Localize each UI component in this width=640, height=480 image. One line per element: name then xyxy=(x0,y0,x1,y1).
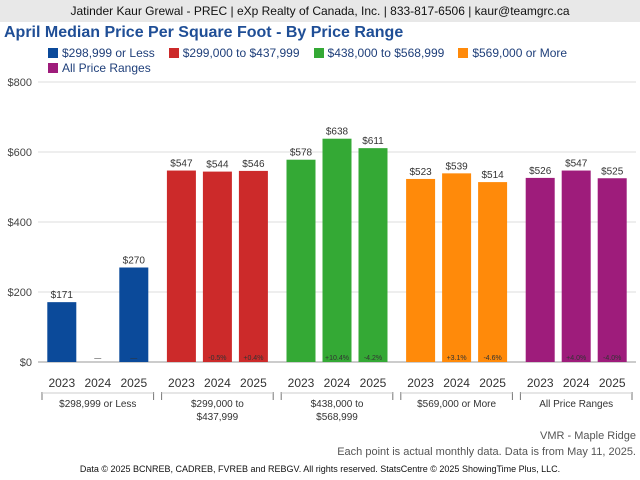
bar-value-label: $526 xyxy=(529,166,552,177)
bar-value-label: $523 xyxy=(409,167,432,178)
data-note: Each point is actual monthly data. Data … xyxy=(337,446,636,458)
bar-change-label: — xyxy=(130,355,137,362)
bar-change-label: +4.0% xyxy=(566,355,586,362)
bar-change-label: -4.0% xyxy=(603,355,621,362)
legend-label: All Price Ranges xyxy=(62,61,151,75)
x-category-label: $569,000 or More xyxy=(417,399,496,410)
x-category-label: $568,999 xyxy=(316,412,358,423)
legend-item[interactable]: $438,000 to $568,999 xyxy=(313,45,445,60)
bar xyxy=(525,177,555,362)
bar xyxy=(561,170,591,362)
bar xyxy=(238,170,268,362)
x-year-label: 2024 xyxy=(443,376,470,390)
x-year-label: 2024 xyxy=(84,376,111,390)
legend-swatch xyxy=(48,63,58,73)
x-year-label: 2023 xyxy=(168,376,195,390)
legend-swatch xyxy=(458,47,469,58)
x-year-label: 2024 xyxy=(563,376,590,390)
bar-change-label: -4.6% xyxy=(483,355,501,362)
y-tick-label: $600 xyxy=(8,147,32,159)
contact-text: Jatinder Kaur Grewal - PREC | eXp Realty… xyxy=(70,4,570,18)
x-year-label: 2023 xyxy=(407,376,434,390)
bar xyxy=(286,159,316,362)
x-category-label: All Price Ranges xyxy=(539,399,613,410)
legend-item[interactable]: All Price Ranges xyxy=(48,61,151,76)
x-year-label: 2025 xyxy=(360,376,387,390)
bar-value-label: $546 xyxy=(242,159,265,170)
legend-item[interactable]: $569,000 or More xyxy=(458,45,567,60)
x-category-label: $298,999 or Less xyxy=(59,399,136,410)
y-tick-label: $0 xyxy=(20,357,32,369)
bar-value-label: $578 xyxy=(290,148,313,159)
bar xyxy=(166,170,196,362)
x-category-label: $437,999 xyxy=(197,412,239,423)
bar xyxy=(202,171,232,362)
x-category-label: $438,000 to xyxy=(311,399,364,410)
bar-value-label: $547 xyxy=(170,159,193,170)
legend-label: $438,000 to $568,999 xyxy=(327,45,445,60)
bar xyxy=(47,302,77,362)
legend-label: $299,000 to $437,999 xyxy=(182,45,300,60)
copyright-text: Data © 2025 BCNREB, CADREB, FVREB and RE… xyxy=(79,464,561,474)
y-tick-label: $200 xyxy=(8,287,32,299)
x-year-label: 2023 xyxy=(48,376,75,390)
bar-value-label: $544 xyxy=(206,160,229,171)
bar xyxy=(358,148,388,362)
y-tick-label: $400 xyxy=(8,217,32,229)
legend-label: $569,000 or More xyxy=(472,45,568,60)
bar xyxy=(406,178,436,362)
x-year-label: 2025 xyxy=(120,376,147,390)
x-year-label: 2025 xyxy=(599,376,626,390)
bar-value-label: $525 xyxy=(601,166,624,177)
legend-label: $298,999 or Less xyxy=(62,45,155,60)
x-year-label: 2025 xyxy=(479,376,506,390)
bar-change-label: +10.4% xyxy=(325,355,349,362)
bar-change-label: +3.1% xyxy=(447,355,467,362)
contact-bar: Jatinder Kaur Grewal - PREC | eXp Realty… xyxy=(0,0,640,22)
bar-value-label: $270 xyxy=(123,256,146,267)
bar-change-label: -0.5% xyxy=(208,355,226,362)
chart-title: April Median Price Per Square Foot - By … xyxy=(4,24,404,41)
bar-value-label: $171 xyxy=(51,290,74,301)
x-category-label: $299,000 to xyxy=(191,399,244,410)
bar xyxy=(119,267,149,362)
bar-value-label: $514 xyxy=(481,170,504,181)
bar-change-label: +0.4% xyxy=(243,355,263,362)
region-label: VMR - Maple Ridge xyxy=(540,430,636,442)
bar-change-label: -4.2% xyxy=(364,355,382,362)
x-year-label: 2025 xyxy=(240,376,267,390)
chart-legend: $298,999 or Less $299,000 to $437,999 $438… xyxy=(48,45,638,76)
legend-swatch xyxy=(168,47,179,58)
bar xyxy=(322,138,352,362)
bar xyxy=(442,173,472,362)
y-tick-label: $800 xyxy=(8,77,32,89)
legend-item[interactable]: $299,000 to $437,999 xyxy=(168,45,300,60)
legend-item[interactable]: $298,999 or Less xyxy=(48,45,155,60)
bar-value-label: $539 xyxy=(445,161,468,172)
bar-value-label: $611 xyxy=(362,136,384,147)
x-year-label: 2023 xyxy=(288,376,315,390)
legend-swatch xyxy=(313,47,324,58)
bar-change-label: — xyxy=(94,355,101,362)
bar-value-label: $547 xyxy=(565,159,588,170)
x-year-label: 2024 xyxy=(324,376,351,390)
bar xyxy=(597,178,627,362)
bar xyxy=(478,182,508,362)
bar-value-label: $638 xyxy=(326,127,349,138)
x-year-label: 2024 xyxy=(204,376,231,390)
x-year-label: 2023 xyxy=(527,376,554,390)
legend-swatch xyxy=(48,47,58,58)
